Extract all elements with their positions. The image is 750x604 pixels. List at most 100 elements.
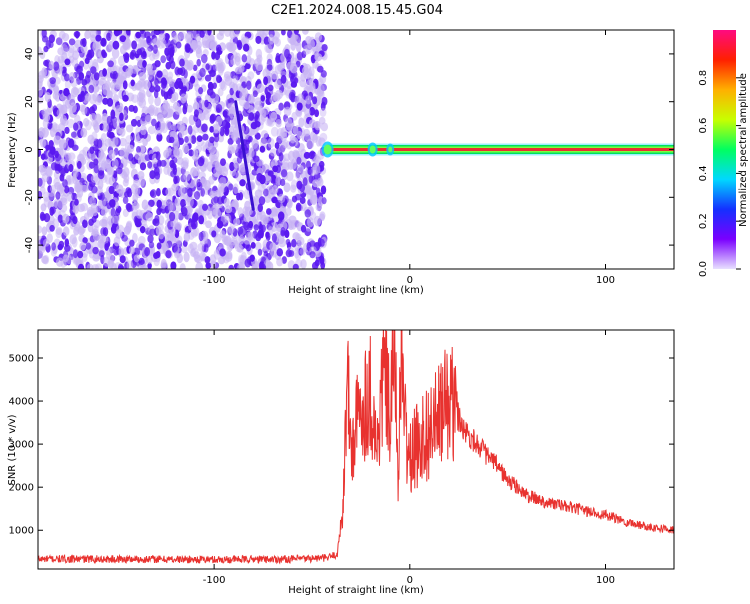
noise-point: [173, 176, 178, 185]
noise-point: [142, 60, 147, 67]
noise-point: [38, 87, 44, 98]
noise-point: [157, 39, 165, 49]
noise-point: [149, 190, 155, 197]
noise-point: [243, 221, 250, 231]
noise-point: [129, 51, 135, 60]
noise-point: [215, 103, 223, 113]
noise-point: [254, 97, 262, 106]
noise-point: [117, 74, 125, 85]
noise-point: [266, 64, 273, 71]
noise-point: [79, 93, 85, 102]
noise-point: [308, 119, 317, 129]
noise-point: [137, 170, 145, 180]
noise-point: [244, 62, 251, 70]
noise-point: [309, 194, 318, 206]
noise-point: [76, 171, 82, 181]
colorbar-tick-label: 0.6: [698, 118, 709, 134]
noise-point: [209, 113, 217, 123]
noise-point: [217, 57, 224, 69]
noise-point: [138, 78, 146, 88]
noise-point: [250, 242, 256, 249]
noise-point: [88, 161, 95, 169]
noise-point: [232, 199, 238, 208]
noise-point: [197, 242, 205, 252]
noise-point: [192, 168, 200, 177]
noise-point: [277, 144, 286, 154]
noise-point: [307, 72, 315, 83]
noise-point: [74, 30, 80, 39]
noise-point: [175, 41, 182, 49]
noise-point: [103, 256, 111, 267]
noise-point: [168, 136, 175, 144]
noise-point: [299, 196, 306, 204]
noise-point: [281, 30, 286, 36]
noise-point: [171, 91, 179, 102]
noise-point: [241, 54, 248, 63]
noise-point: [300, 224, 307, 233]
noise-point: [266, 76, 273, 87]
noise-point: [99, 234, 106, 243]
colorbar-tick-label: 0.0: [698, 261, 709, 277]
noise-point: [155, 122, 161, 131]
noise-point: [296, 102, 303, 111]
noise-point: [138, 72, 147, 81]
noise-point: [130, 79, 135, 87]
noise-point: [183, 69, 188, 79]
snr-panel: -100 0 100 1000 2000 3000 4000 5000 Height of s…: [7, 329, 675, 596]
noise-point: [39, 138, 47, 148]
noise-point: [187, 187, 193, 198]
noise-point: [147, 125, 156, 135]
noise-point: [126, 30, 131, 36]
noise-point: [215, 115, 223, 127]
noise-point: [239, 90, 248, 101]
noise-point: [167, 76, 173, 85]
signal-blob-core: [388, 146, 393, 153]
noise-point: [93, 122, 100, 133]
noise-point: [59, 158, 67, 167]
noise-point: [277, 193, 286, 204]
noise-point: [95, 34, 102, 42]
noise-point: [129, 246, 135, 255]
noise-point: [218, 30, 225, 37]
noise-point: [236, 244, 244, 253]
noise-point: [162, 241, 169, 253]
noise-point: [125, 67, 133, 77]
noise-point: [174, 197, 181, 207]
noise-point: [72, 249, 78, 259]
noise-point: [232, 183, 239, 195]
noise-point: [224, 213, 232, 223]
noise-point: [229, 71, 237, 79]
noise-point: [210, 260, 217, 269]
colorbar-tick-label: 0.2: [698, 213, 709, 229]
noise-point: [282, 153, 291, 162]
noise-point: [61, 104, 67, 114]
noise-point: [67, 47, 75, 58]
noise-point: [188, 231, 195, 240]
noise-point: [235, 171, 242, 182]
noise-point: [115, 167, 123, 175]
noise-point: [64, 58, 71, 66]
noise-point: [246, 80, 252, 90]
noise-point: [97, 138, 103, 149]
noise-point: [180, 161, 189, 169]
noise-point: [91, 216, 97, 223]
noise-point: [321, 96, 328, 106]
y-tick-label: 5000: [9, 353, 34, 364]
noise-point: [268, 34, 275, 45]
noise-point: [151, 118, 157, 127]
noise-point: [122, 80, 128, 90]
noise-point: [154, 96, 161, 107]
noise-point: [265, 118, 274, 127]
x-tick-label: 0: [407, 575, 413, 586]
snr-ylabel: SNR (10 * v/v): [7, 414, 18, 485]
noise-point: [156, 70, 163, 78]
noise-point: [191, 213, 197, 223]
noise-point: [43, 196, 51, 208]
noise-point: [98, 149, 105, 158]
noise-point: [289, 134, 296, 144]
noise-point: [139, 144, 146, 153]
noise-point: [67, 152, 76, 161]
noise-point: [104, 159, 111, 169]
noise-point: [272, 92, 281, 102]
